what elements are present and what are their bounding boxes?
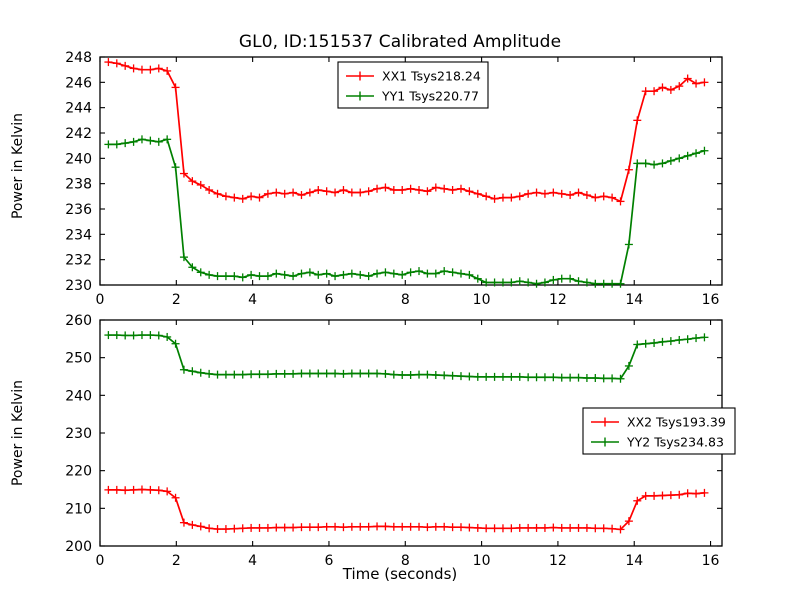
top-panel-ytick-label: 248 xyxy=(65,50,92,66)
bottom-panel-xtick-label: 2 xyxy=(172,553,181,569)
bottom-panel-ytick-label: 250 xyxy=(65,351,92,367)
bottom-panel-xtick-label: 8 xyxy=(401,553,410,569)
top-panel-legend: XX1 Tsys218.24 YY1 Tsys220.77 xyxy=(337,61,489,109)
bottom-panel-series-1 xyxy=(104,331,709,383)
top-panel-plot: 0 2 4 6 8 10 12 14 16230232234236238240242244246… xyxy=(65,50,723,308)
bottom-panel-xtick-label: 0 xyxy=(96,553,105,569)
x-axis-label: Time (seconds) xyxy=(342,565,458,583)
bottom-panel-ytick-label: 220 xyxy=(65,464,92,480)
bottom-panel-legend: XX2 Tsys193.39 YY2 Tsys234.83 xyxy=(582,407,736,455)
top-panel-xtick-label: 12 xyxy=(549,292,567,308)
bottom-panel-xtick-label: 14 xyxy=(625,553,643,569)
top-panel-xtick-label: 0 xyxy=(96,292,105,308)
top-panel-xtick-label: 14 xyxy=(625,292,643,308)
top-panel-xtick-label: 6 xyxy=(324,292,333,308)
top-panel-xtick-label: 8 xyxy=(401,292,410,308)
top-panel-ytick-label: 238 xyxy=(65,177,92,193)
bottom-panel-xtick-label: 12 xyxy=(549,553,567,569)
top-panel-legend-label: YY1 Tsys220.77 xyxy=(381,89,479,104)
top-panel-series-1 xyxy=(104,135,709,288)
bottom-panel-xtick-label: 4 xyxy=(248,553,257,569)
bottom-panel-ytick-label: 260 xyxy=(65,313,92,329)
top-panel-ytick-label: 236 xyxy=(65,202,92,218)
top-panel-xtick-label: 2 xyxy=(172,292,181,308)
bottom-panel-plot: 0 2 4 6 8 10 12 14 16 200 210 220 230 240 250 260 XX2 Ts… xyxy=(65,313,736,569)
top-panel-ytick-label: 234 xyxy=(65,227,92,243)
bottom-panel-ytick-label: 200 xyxy=(65,539,92,555)
top-panel-ytick-label: 244 xyxy=(65,101,92,117)
top-panel-ytick-label: 230 xyxy=(65,278,92,294)
top-panel-series-0 xyxy=(104,58,709,206)
top-panel-ytick-label: 242 xyxy=(65,126,92,142)
top-panel-legend-label: XX1 Tsys218.24 xyxy=(382,69,481,84)
top-panel-xtick-label: 16 xyxy=(702,292,720,308)
bottom-panel: 0 2 4 6 8 10 12 14 16 200 210 220 230 240 250 260 XX2 Ts… xyxy=(0,300,800,600)
top-panel-ytick-label: 246 xyxy=(65,75,92,91)
top-panel: 0 2 4 6 8 10 12 14 16 230 232 234 236 238 240 242 244 246… xyxy=(65,50,723,308)
bottom-panel-series-0 xyxy=(104,485,709,534)
page-title: GL0, ID:151537 Calibrated Amplitude xyxy=(238,32,562,52)
bottom-panel-ytick-label: 210 xyxy=(65,501,92,517)
bottom-panel-legend-label: YY2 Tsys234.83 xyxy=(626,435,724,450)
top-panel-xtick-label: 10 xyxy=(473,292,491,308)
bottom-panel-xtick-label: 16 xyxy=(702,553,720,569)
top-panel-xtick-label: 4 xyxy=(248,292,257,308)
bottom-panel-ytick-label: 240 xyxy=(65,388,92,404)
bottom-panel-xtick-label: 10 xyxy=(473,553,491,569)
top-panel-ytick-label: 232 xyxy=(65,253,92,269)
top-panel-ytick-label: 240 xyxy=(65,151,92,167)
bottom-panel-xtick-label: 6 xyxy=(324,553,333,569)
bottom-panel-legend-label: XX2 Tsys193.39 xyxy=(627,415,726,430)
bottom-panel-ytick-label: 230 xyxy=(65,426,92,442)
